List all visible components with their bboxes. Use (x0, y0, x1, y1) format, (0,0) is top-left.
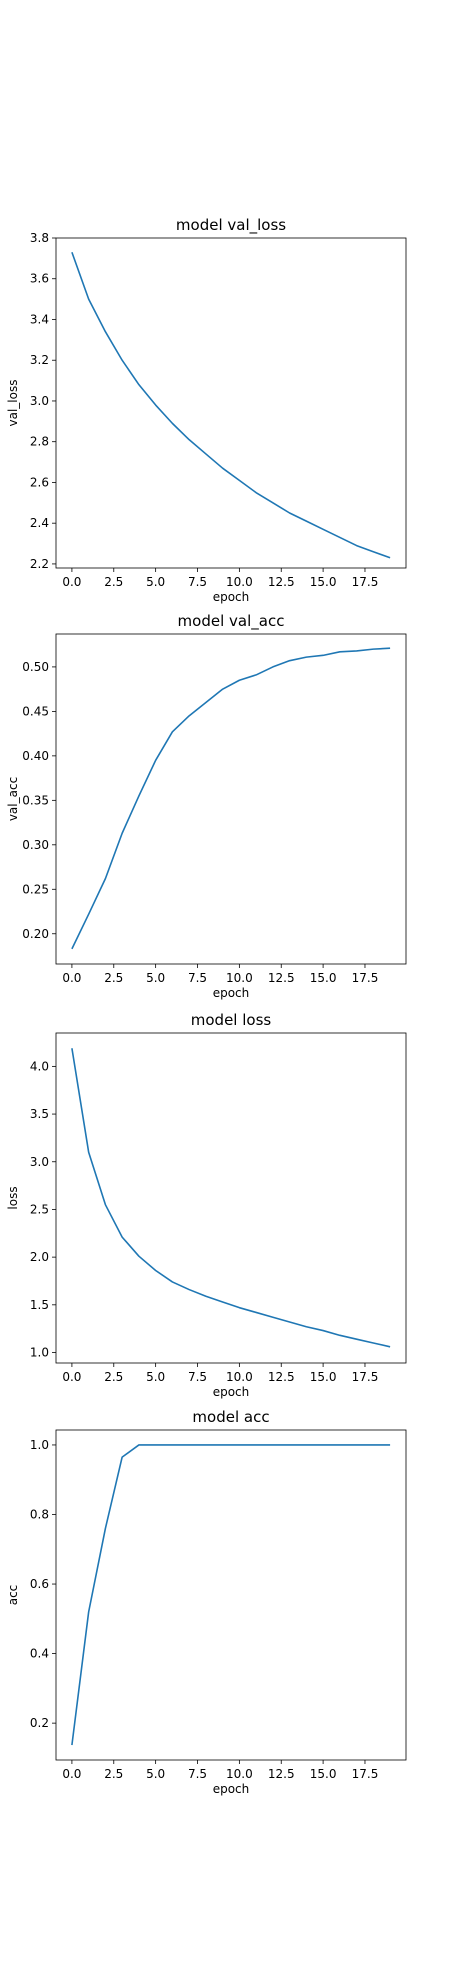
chart-val-loss: model val_loss 0.0 2.5 5.0 7.5 10.0 12.5 15.0 17… (6, 216, 407, 604)
chart-title: model val_loss (176, 216, 286, 235)
y-tick-label: 0.6 (30, 1577, 49, 1591)
plot-frame (55, 1032, 407, 1364)
series-line-val-loss (71, 251, 391, 559)
x-tick-label: 15.0 (310, 575, 337, 589)
x-tick-label: 12.5 (268, 971, 295, 985)
y-tick-label: 0.45 (22, 704, 49, 718)
x-tick-label: 10.0 (226, 971, 253, 985)
y-tick-label: 0.50 (22, 660, 49, 674)
y-tick-label: 0.30 (22, 838, 49, 852)
y-tick-label: 3.4 (30, 312, 49, 326)
y-tick-label: 2.0 (30, 1250, 49, 1264)
x-tick-label: 7.5 (188, 1767, 207, 1781)
x-tick-label: 2.5 (104, 971, 123, 985)
chart-val-acc: model val_acc 0.0 2.5 5.0 7.5 10.0 12.5 15.0 17.… (6, 612, 407, 1000)
y-axis-label: val_loss (6, 380, 20, 427)
chart-title: model loss (191, 1011, 272, 1029)
y-axis-label: acc (6, 1585, 20, 1606)
plot-frame (55, 633, 407, 965)
y-tick-label: 3.0 (30, 1155, 49, 1169)
y-tick-label: 0.35 (22, 793, 49, 807)
y-tick-label: 0.20 (22, 927, 49, 941)
y-tick-label: 3.2 (30, 353, 49, 367)
y-tick-label: 1.0 (30, 1438, 49, 1452)
chart-title: model acc (192, 1408, 269, 1426)
y-tick-label: 3.8 (30, 231, 49, 245)
y-tick-label: 2.8 (30, 435, 49, 449)
x-tick-label: 5.0 (146, 575, 165, 589)
x-tick-label: 17.5 (352, 1370, 379, 1384)
series-line-acc (71, 1444, 391, 1746)
plot-frame (55, 237, 407, 569)
x-tick-label: 12.5 (268, 575, 295, 589)
y-tick-label: 2.6 (30, 475, 49, 489)
y-tick-label: 0.25 (22, 882, 49, 896)
chart-loss: model loss 0.0 2.5 5.0 7.5 10.0 12.5 15.0 17.5 1.… (6, 1011, 407, 1399)
x-axis-label: epoch (213, 1385, 250, 1399)
x-axis-label: epoch (213, 986, 250, 1000)
y-tick-label: 0.40 (22, 749, 49, 763)
y-tick-label: 3.0 (30, 394, 49, 408)
x-tick-label: 0.0 (62, 971, 81, 985)
y-axis-label: loss (6, 1186, 20, 1209)
y-tick-label: 2.4 (30, 516, 49, 530)
chart-title: model val_acc (178, 612, 285, 631)
x-tick-label: 7.5 (188, 575, 207, 589)
y-tick-label: 0.4 (30, 1647, 49, 1661)
y-tick-label: 3.5 (30, 1107, 49, 1121)
x-tick-label: 12.5 (268, 1370, 295, 1384)
x-tick-label: 7.5 (188, 971, 207, 985)
y-tick-label: 3.6 (30, 272, 49, 286)
x-tick-label: 17.5 (352, 575, 379, 589)
x-tick-label: 5.0 (146, 1767, 165, 1781)
y-tick-label: 2.2 (30, 557, 49, 571)
x-tick-label: 17.5 (352, 1767, 379, 1781)
y-axis-label: val_acc (6, 777, 20, 821)
series-line-loss (71, 1048, 391, 1348)
x-tick-label: 10.0 (226, 575, 253, 589)
x-tick-label: 15.0 (310, 971, 337, 985)
x-tick-label: 2.5 (104, 1370, 123, 1384)
y-tick-label: 1.0 (30, 1346, 49, 1360)
x-axis-label: epoch (213, 590, 250, 604)
x-tick-label: 0.0 (62, 1370, 81, 1384)
chart-acc: model acc 0.0 2.5 5.0 7.5 10.0 12.5 15.0 17.5 0.2… (6, 1408, 407, 1796)
plot-frame (55, 1429, 407, 1761)
x-tick-label: 2.5 (104, 1767, 123, 1781)
x-tick-label: 0.0 (62, 1767, 81, 1781)
x-tick-label: 5.0 (146, 971, 165, 985)
x-tick-label: 15.0 (310, 1767, 337, 1781)
y-tick-label: 4.0 (30, 1059, 49, 1073)
x-tick-label: 10.0 (226, 1370, 253, 1384)
y-tick-label: 1.5 (30, 1298, 49, 1312)
y-tick-label: 0.2 (30, 1716, 49, 1730)
x-axis-label: epoch (213, 1782, 250, 1796)
x-tick-label: 7.5 (188, 1370, 207, 1384)
x-tick-label: 10.0 (226, 1767, 253, 1781)
x-tick-label: 0.0 (62, 575, 81, 589)
x-tick-label: 2.5 (104, 575, 123, 589)
x-tick-label: 15.0 (310, 1370, 337, 1384)
y-tick-label: 2.5 (30, 1202, 49, 1216)
x-tick-label: 17.5 (352, 971, 379, 985)
series-line-val-acc (71, 647, 391, 950)
x-tick-label: 5.0 (146, 1370, 165, 1384)
y-tick-label: 0.8 (30, 1507, 49, 1521)
x-tick-label: 12.5 (268, 1767, 295, 1781)
